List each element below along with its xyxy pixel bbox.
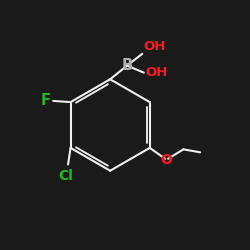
Text: Cl: Cl bbox=[58, 169, 73, 183]
Text: O: O bbox=[161, 153, 172, 167]
Text: OH: OH bbox=[144, 40, 166, 53]
Text: B: B bbox=[122, 58, 132, 73]
Text: OH: OH bbox=[145, 66, 168, 79]
Text: F: F bbox=[40, 94, 50, 108]
